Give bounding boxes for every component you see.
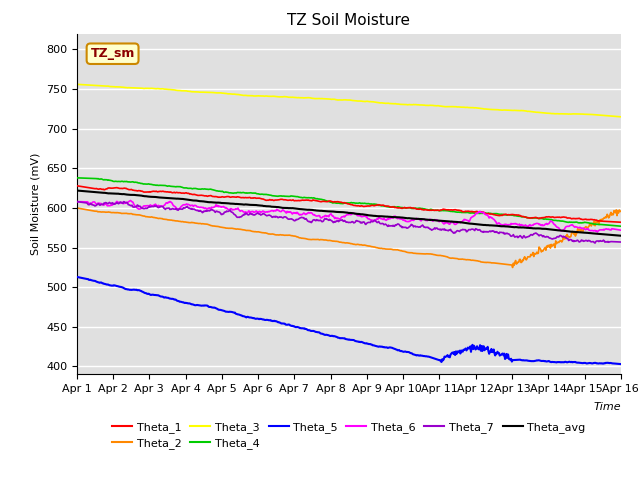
Y-axis label: Soil Moisture (mV): Soil Moisture (mV): [30, 153, 40, 255]
Legend: Theta_1, Theta_2, Theta_3, Theta_4, Theta_5, Theta_6, Theta_7, Theta_avg: Theta_1, Theta_2, Theta_3, Theta_4, Thet…: [108, 418, 589, 454]
Text: Time: Time: [593, 402, 621, 412]
Title: TZ Soil Moisture: TZ Soil Moisture: [287, 13, 410, 28]
Text: TZ_sm: TZ_sm: [90, 47, 135, 60]
